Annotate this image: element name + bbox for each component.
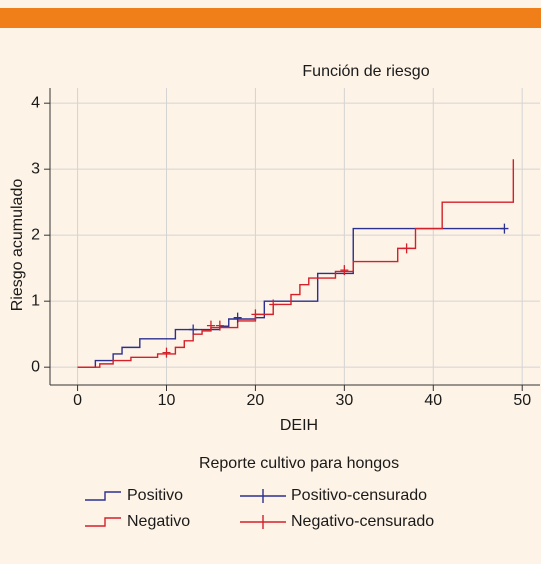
censor-mark — [269, 299, 278, 310]
x-tick-label: 50 — [513, 392, 531, 409]
y-tick-label: 0 — [31, 358, 40, 375]
x-tick-label: 40 — [424, 392, 442, 409]
censor-mark — [251, 309, 260, 320]
censor-mark — [340, 265, 349, 276]
y-axis-label: Riesgo acumulado — [9, 179, 26, 312]
censor-mark — [500, 223, 509, 234]
x-axis-label: DEIH — [280, 417, 318, 434]
y-tick-label: 4 — [31, 94, 40, 111]
y-tick-label: 3 — [31, 160, 40, 177]
header-bar — [0, 8, 541, 28]
y-tick-label: 2 — [31, 226, 40, 243]
legend-label: Negativo — [127, 513, 190, 530]
x-tick-label: 20 — [247, 392, 265, 409]
y-tick-label: 1 — [31, 292, 40, 309]
censor-mark — [215, 320, 224, 331]
legend-swatch — [240, 489, 286, 503]
legend-swatch — [240, 515, 286, 529]
x-tick-label: 10 — [158, 392, 176, 409]
legend-title: Reporte cultivo para hongos — [199, 455, 399, 472]
legend-label: Positivo-censurado — [291, 487, 427, 504]
censor-mark — [189, 324, 198, 335]
censor-mark — [402, 243, 411, 254]
x-tick-label: 30 — [335, 392, 353, 409]
legend-label: Positivo — [127, 487, 183, 504]
censor-mark — [206, 320, 215, 331]
chart-title: Función de riesgo — [302, 63, 429, 80]
x-tick-label: 0 — [73, 392, 82, 409]
censor-mark — [233, 312, 242, 323]
censor-mark — [162, 347, 171, 358]
step-line — [77, 159, 515, 368]
legend-swatch — [85, 491, 121, 501]
legend-swatch — [85, 517, 121, 527]
legend-label: Negativo-censurado — [291, 513, 434, 530]
